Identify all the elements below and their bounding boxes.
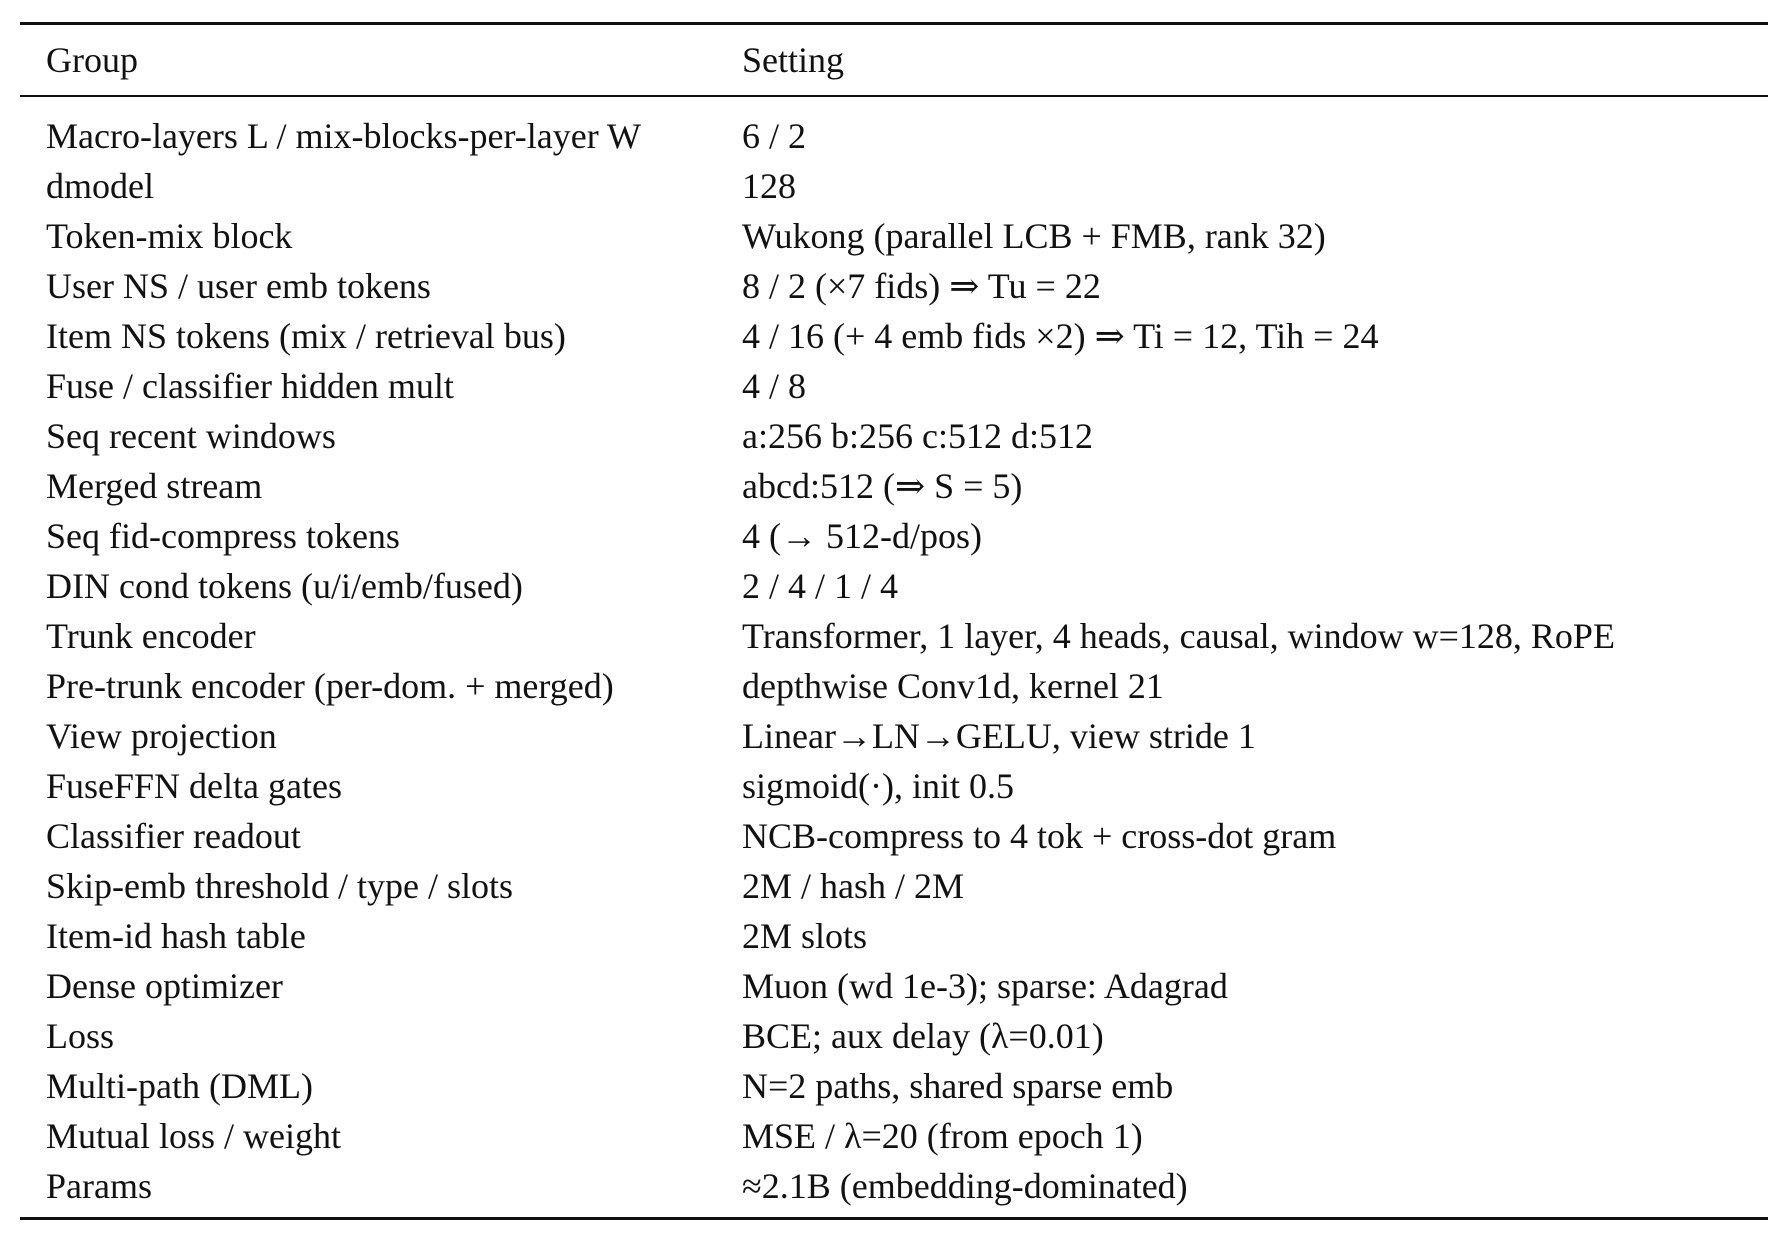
table-row: Params ≈2.1B (embedding-dominated) — [20, 1161, 1768, 1211]
setting-cell: abcd:512 (⇒ S = 5) — [742, 466, 1023, 506]
setting-cell: 4 / 8 — [742, 366, 807, 406]
setting-cell: 4 (→ 512-d/pos) — [742, 516, 982, 556]
table-row: User NS / user emb tokens 8 / 2 (×7 fids)… — [20, 261, 1768, 311]
setting-cell: a:256 b:256 c:512 d:512 — [742, 416, 1093, 456]
table-row: FuseFFN delta gates sigmoid(·), init 0.5 — [20, 761, 1768, 811]
setting-cell: depthwise Conv1d, kernel 21 — [742, 666, 1164, 706]
group-cell: Merged stream — [46, 466, 263, 506]
setting-cell: BCE; aux delay (λ=0.01) — [742, 1016, 1104, 1056]
table-row: Mutual loss / weight MSE / λ=20 (from epo… — [20, 1111, 1768, 1161]
table-row: Item-id hash table 2M slots — [20, 911, 1768, 961]
setting-cell: MSE / λ=20 (from epoch 1) — [742, 1116, 1143, 1156]
group-cell: Seq recent windows — [46, 416, 336, 456]
group-cell: Macro-layers L / mix-blocks-per-layer W — [46, 116, 642, 156]
setting-cell: 128 — [742, 166, 796, 206]
table-row: Merged stream abcd:512 (⇒ S = 5) — [20, 461, 1768, 511]
group-cell: Pre-trunk encoder (per-dom. + merged) — [46, 666, 614, 706]
table-row: Multi-path (DML) N=2 paths, shared sparse… — [20, 1061, 1768, 1111]
group-cell: User NS / user emb tokens — [46, 266, 431, 306]
table-bottom-rule — [20, 1217, 1768, 1220]
header-group: Group — [46, 40, 138, 80]
group-cell: Item NS tokens (mix / retrieval bus) — [46, 316, 566, 356]
table-row: Pre-trunk encoder (per-dom. + merged) dep… — [20, 661, 1768, 711]
table-row: Seq fid-compress tokens 4 (→ 512-d/pos) — [20, 511, 1768, 561]
setting-cell: Wukong (parallel LCB + FMB, rank 32) — [742, 216, 1326, 256]
group-cell: Multi-path (DML) — [46, 1066, 313, 1106]
group-cell: Loss — [46, 1016, 115, 1056]
table-row: Token-mix block Wukong (parallel LCB + FM… — [20, 211, 1768, 261]
setting-cell: Transformer, 1 layer, 4 heads, causal, w… — [742, 616, 1615, 656]
setting-cell: 2M / hash / 2M — [742, 866, 965, 906]
table-row: Dense optimizer Muon (wd 1e-3); sparse: A… — [20, 961, 1768, 1011]
table-row: Skip-emb threshold / type / slots 2M / ha… — [20, 861, 1768, 911]
setting-cell: ≈2.1B (embedding-dominated) — [742, 1166, 1188, 1206]
table-row: Macro-layers L / mix-blocks-per-layer W 6… — [20, 111, 1768, 161]
table-row: Item NS tokens (mix / retrieval bus) 4 / … — [20, 311, 1768, 361]
group-cell: Skip-emb threshold / type / slots — [46, 866, 513, 906]
table-row: Classifier readout NCB-compress to 4 tok … — [20, 811, 1768, 861]
table-row: Fuse / classifier hidden mult 4 / 8 — [20, 361, 1768, 411]
setting-cell: Linear→LN→GELU, view stride 1 — [742, 716, 1256, 756]
group-cell: dmodel — [46, 166, 154, 206]
setting-cell: NCB-compress to 4 tok + cross-dot gram — [742, 816, 1337, 856]
table-body: Macro-layers L / mix-blocks-per-layer W 6… — [20, 97, 1768, 1217]
config-table: Group Setting Macro-layers L / mix-block… — [20, 22, 1768, 1220]
setting-cell: sigmoid(·), init 0.5 — [742, 766, 1014, 806]
setting-cell: 2 / 4 / 1 / 4 — [742, 566, 899, 606]
table-row: DIN cond tokens (u/i/emb/fused) 2 / 4 / 1… — [20, 561, 1768, 611]
table-row: Trunk encoder Transformer, 1 layer, 4 hea… — [20, 611, 1768, 661]
header-setting: Setting — [742, 40, 845, 80]
table-top-rule — [20, 22, 1768, 25]
setting-cell: N=2 paths, shared sparse emb — [742, 1066, 1174, 1106]
setting-cell: 2M slots — [742, 916, 868, 956]
table-header-rule — [20, 95, 1768, 97]
table-row: Seq recent windows a:256 b:256 c:512 d:51… — [20, 411, 1768, 461]
group-cell: DIN cond tokens (u/i/emb/fused) — [46, 566, 523, 606]
table-header-row: Group Setting — [20, 25, 1768, 95]
group-cell: Mutual loss / weight — [46, 1116, 341, 1156]
group-cell: FuseFFN delta gates — [46, 766, 342, 806]
setting-cell: Muon (wd 1e-3); sparse: Adagrad — [742, 966, 1228, 1006]
group-cell: View projection — [46, 716, 277, 756]
group-cell: Fuse / classifier hidden mult — [46, 366, 454, 406]
group-cell: Params — [46, 1166, 152, 1206]
setting-cell: 8 / 2 (×7 fids) ⇒ Tu = 22 — [742, 266, 1101, 306]
setting-cell: 6 / 2 — [742, 116, 807, 156]
group-cell: Trunk encoder — [46, 616, 256, 656]
group-cell: Dense optimizer — [46, 966, 283, 1006]
setting-cell: 4 / 16 (+ 4 emb fids ×2) ⇒ Ti = 12, Tih … — [742, 316, 1379, 356]
group-cell: Classifier readout — [46, 816, 301, 856]
table-row: dmodel 128 — [20, 161, 1768, 211]
group-cell: Item-id hash table — [46, 916, 306, 956]
table-row: Loss BCE; aux delay (λ=0.01) — [20, 1011, 1768, 1061]
table-row: View projection Linear→LN→GELU, view stri… — [20, 711, 1768, 761]
group-cell: Seq fid-compress tokens — [46, 516, 400, 556]
group-cell: Token-mix block — [46, 216, 293, 256]
